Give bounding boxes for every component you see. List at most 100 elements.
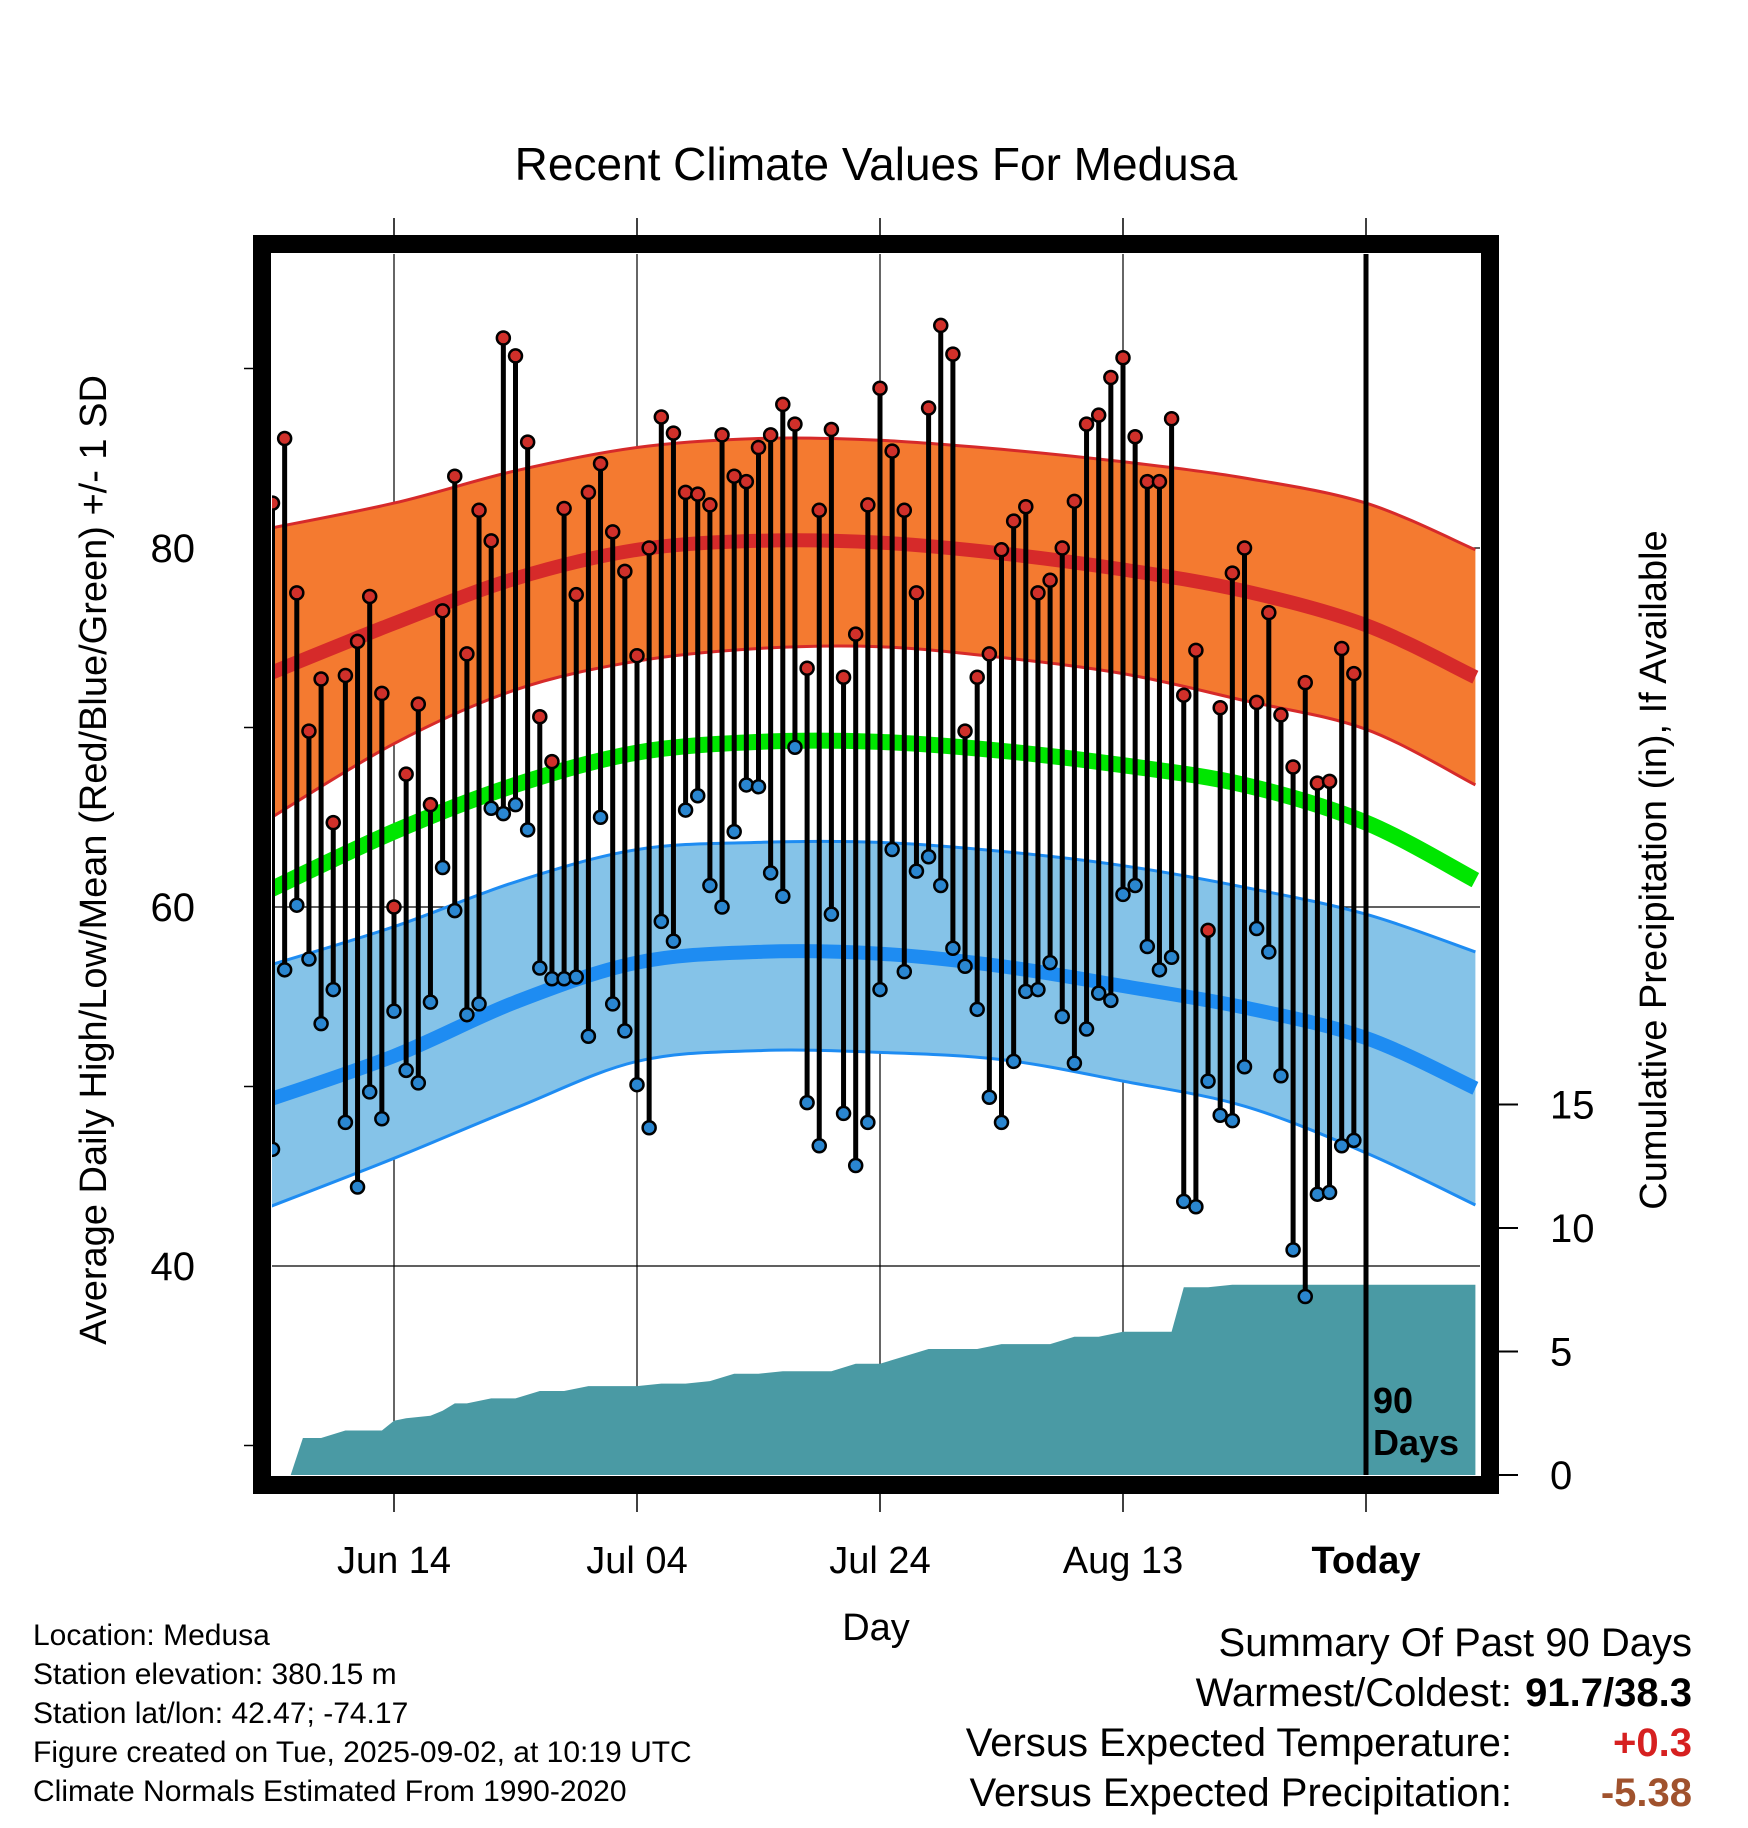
high-point xyxy=(361,588,378,605)
high-point xyxy=(398,766,414,782)
high-point xyxy=(872,380,888,396)
precip-area-fill xyxy=(272,1284,1476,1475)
low-point xyxy=(398,1062,414,1079)
high-point xyxy=(641,540,657,556)
low-point xyxy=(1261,944,1277,960)
low-point xyxy=(1005,1053,1022,1070)
low-point xyxy=(568,969,584,985)
chart-title: Recent Climate Values For Medusa xyxy=(515,138,1238,190)
high-point xyxy=(1285,759,1301,775)
low-point xyxy=(677,802,694,818)
temp-label: Versus Expected Temperature: xyxy=(965,1721,1512,1765)
high-point xyxy=(568,586,584,603)
high-point xyxy=(313,671,329,687)
low-point xyxy=(762,865,779,881)
high-point xyxy=(349,633,366,650)
high-point xyxy=(447,468,463,484)
high-point xyxy=(532,708,548,725)
precip-label: Versus Expected Precipitation: xyxy=(969,1771,1512,1815)
high-point xyxy=(653,409,670,425)
high-point xyxy=(1054,540,1070,556)
low-point xyxy=(556,971,572,987)
high-point xyxy=(483,533,499,549)
plot-border xyxy=(253,235,1499,1494)
low-point xyxy=(483,800,499,817)
low-point xyxy=(945,940,961,957)
high-point xyxy=(1103,369,1119,386)
high-point xyxy=(945,346,961,362)
high-point xyxy=(434,603,451,619)
low-point xyxy=(313,1015,329,1032)
high-point xyxy=(1127,428,1143,445)
high-point xyxy=(908,585,925,601)
low-point xyxy=(1066,1055,1083,1071)
high-point xyxy=(714,427,730,443)
x-tick-label: Jul 04 xyxy=(586,1540,687,1582)
high-point xyxy=(272,495,281,511)
station-info: Location: Medusa Station elevation: 380.… xyxy=(33,1616,692,1811)
low-point xyxy=(1103,992,1119,1009)
temp-row: Versus Expected Temperature: +0.3 xyxy=(966,1718,1692,1768)
high-point xyxy=(775,396,791,413)
high-point xyxy=(750,439,767,456)
low-point xyxy=(1042,954,1058,971)
y-axis-label: Average Daily High/Low/Mean (Red/Blue/Gr… xyxy=(73,375,115,1345)
low-point xyxy=(847,1157,864,1174)
elevation-text: Station elevation: 380.15 m xyxy=(33,1658,397,1691)
today-days-label: 90 Days xyxy=(1373,1380,1459,1463)
low-point xyxy=(422,994,439,1010)
high-point xyxy=(920,400,937,416)
low-point xyxy=(410,1075,427,1091)
high-point xyxy=(1261,604,1277,621)
high-point xyxy=(787,416,803,432)
low-point xyxy=(1151,962,1168,978)
low-point xyxy=(447,902,463,919)
low-point xyxy=(665,933,682,949)
low-point xyxy=(1285,1242,1301,1258)
low-point xyxy=(993,1114,1010,1131)
high-point xyxy=(289,585,305,601)
high-point xyxy=(1248,694,1265,711)
high-point xyxy=(665,425,682,441)
low-point xyxy=(325,981,341,998)
warmest-label: Warmest/Coldest: xyxy=(1195,1671,1512,1715)
low-point xyxy=(337,1114,354,1131)
low-point xyxy=(1115,886,1131,903)
y-tick-label: 60 xyxy=(151,886,196,930)
low-point xyxy=(1163,949,1180,966)
high-point xyxy=(471,502,487,519)
low-point xyxy=(933,877,949,894)
low-point xyxy=(641,1120,657,1136)
high-point xyxy=(1297,674,1313,691)
normals-text: Climate Normals Estimated From 1990-2020 xyxy=(33,1775,627,1808)
high-point xyxy=(896,502,913,519)
high-point xyxy=(823,421,840,438)
low-point xyxy=(507,796,524,813)
high-point xyxy=(811,502,827,519)
high-point xyxy=(702,497,718,513)
summary-panel: Summary Of Past 90 Days Warmest/Coldest:… xyxy=(966,1618,1692,1818)
low-point xyxy=(361,1084,378,1100)
high-point xyxy=(1346,665,1362,682)
low-point xyxy=(1273,1067,1289,1084)
low-point xyxy=(592,809,609,825)
low-point xyxy=(1139,938,1156,955)
high-point xyxy=(847,626,864,642)
high-point xyxy=(422,796,439,813)
low-point xyxy=(629,1076,645,1093)
high-point xyxy=(981,646,998,662)
high-point xyxy=(738,473,755,490)
y2-tick-label: 15 xyxy=(1550,1084,1595,1128)
warmest-row: Warmest/Coldest: 91.7/38.3 xyxy=(966,1668,1692,1718)
y-tick-label: 80 xyxy=(151,527,196,571)
low-point xyxy=(799,1094,815,1111)
low-point xyxy=(1321,1184,1338,1201)
high-point xyxy=(799,660,815,677)
low-point xyxy=(617,1023,633,1039)
low-point xyxy=(653,913,670,930)
high-point xyxy=(495,330,512,346)
high-point xyxy=(1321,773,1338,790)
high-point xyxy=(386,899,402,915)
high-point xyxy=(459,646,475,662)
